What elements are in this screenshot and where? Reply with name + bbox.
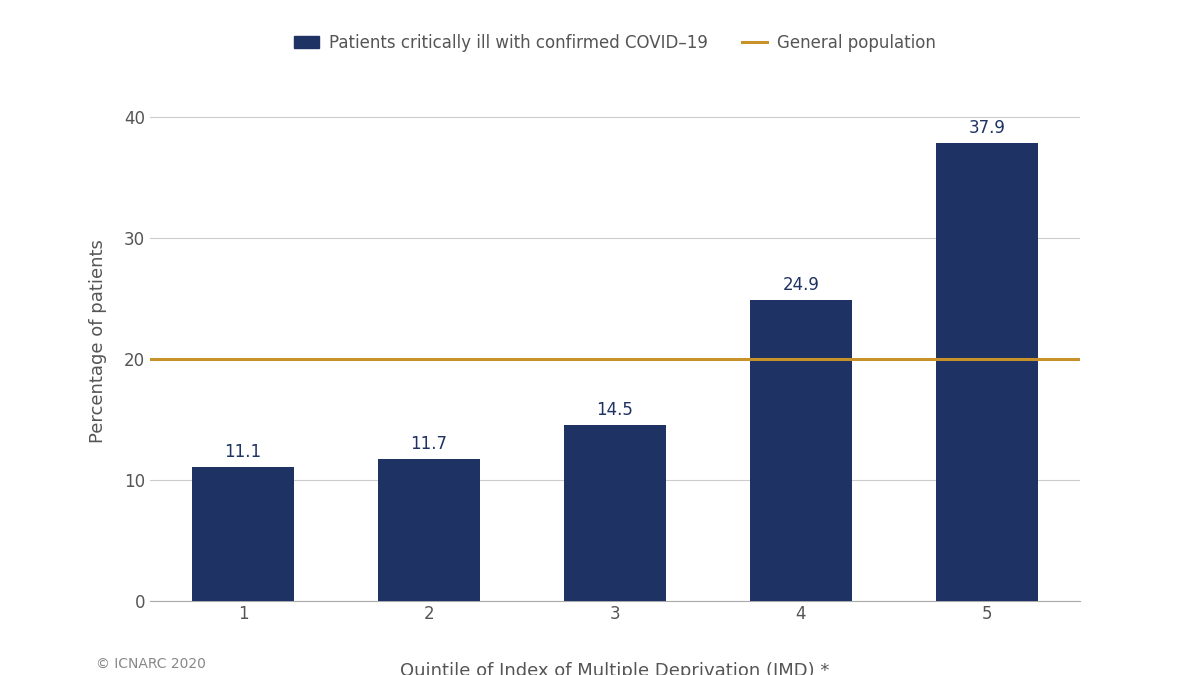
Text: 11.7: 11.7 bbox=[410, 435, 448, 454]
Text: 11.1: 11.1 bbox=[224, 443, 262, 460]
Bar bbox=[936, 142, 1038, 601]
Bar bbox=[192, 466, 294, 601]
Text: © ICNARC 2020: © ICNARC 2020 bbox=[96, 657, 206, 671]
Bar bbox=[564, 425, 666, 601]
Bar bbox=[378, 459, 480, 601]
Text: 37.9: 37.9 bbox=[968, 119, 1006, 136]
Legend: Patients critically ill with confirmed COVID–19, General population: Patients critically ill with confirmed C… bbox=[288, 27, 942, 58]
Text: 24.9: 24.9 bbox=[782, 275, 820, 294]
Text: 14.5: 14.5 bbox=[596, 402, 634, 419]
Y-axis label: Percentage of patients: Percentage of patients bbox=[89, 239, 107, 443]
Bar bbox=[750, 300, 852, 601]
X-axis label: Quintile of Index of Multiple Deprivation (IMD) *: Quintile of Index of Multiple Deprivatio… bbox=[401, 662, 829, 675]
